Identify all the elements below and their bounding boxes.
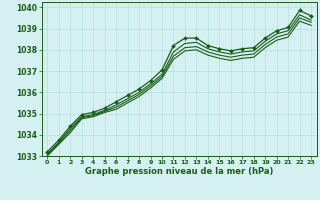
X-axis label: Graphe pression niveau de la mer (hPa): Graphe pression niveau de la mer (hPa) [85, 167, 273, 176]
